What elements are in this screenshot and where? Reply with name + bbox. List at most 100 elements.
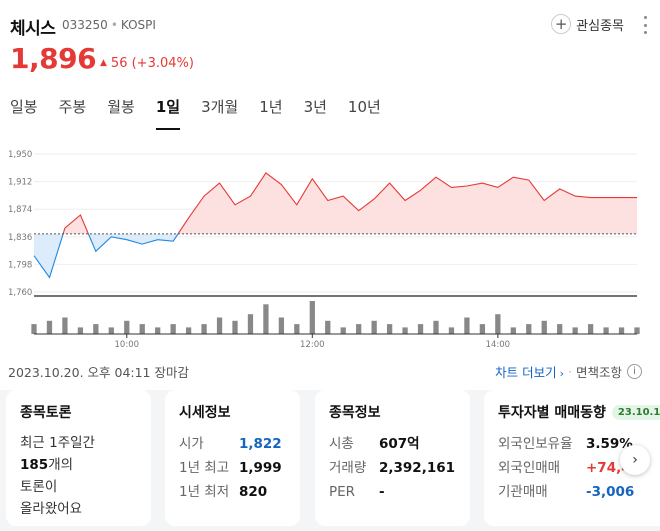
price-line-up bbox=[177, 172, 637, 235]
investor-row-holding: 외국인보유율 3.59% bbox=[498, 432, 646, 456]
info-cards: 종목토론 최근 1주일간 185개의 토론이 올라왔어요 시세정보 시가 1,82… bbox=[0, 390, 660, 531]
volume-bar bbox=[402, 327, 408, 334]
volume-bar bbox=[603, 327, 609, 334]
volume-bar bbox=[371, 320, 377, 334]
volume-bar bbox=[46, 320, 53, 334]
investor-key: 기관매매 bbox=[498, 484, 548, 500]
volume-bar bbox=[386, 324, 393, 334]
volume-bar bbox=[247, 314, 254, 334]
volume-bar bbox=[278, 317, 285, 334]
discussion-line2: 185개의 bbox=[20, 454, 137, 476]
price-line-down bbox=[33, 233, 64, 279]
volume-bar bbox=[31, 324, 37, 334]
y-tick-label: 1,874 bbox=[8, 205, 32, 215]
volume-bar bbox=[557, 324, 563, 334]
stock-info-card[interactable]: 종목정보 시총 607억 거래량 2,392,161 PER - bbox=[315, 390, 470, 526]
area-fill-down bbox=[88, 233, 178, 252]
volume-bar bbox=[572, 327, 578, 334]
quote-row-low: 1년 최저 820 bbox=[179, 480, 286, 504]
x-tick-label: 10:00 bbox=[115, 340, 140, 350]
volume-bar bbox=[201, 324, 207, 334]
discussion-card[interactable]: 종목토론 최근 1주일간 185개의 토론이 올라왔어요 bbox=[6, 390, 151, 526]
investor-value: -3,006 bbox=[586, 484, 635, 500]
price-line-up bbox=[62, 214, 89, 235]
favorite-button[interactable]: + 관심종목 bbox=[551, 14, 624, 34]
x-tick-label: 12:00 bbox=[300, 340, 325, 350]
volume-bar bbox=[170, 324, 176, 334]
volume-bar bbox=[124, 320, 130, 334]
volume-bar bbox=[263, 304, 269, 334]
volume-bar bbox=[185, 327, 192, 334]
investor-value: +74,4 bbox=[586, 460, 631, 476]
info-row-cap: 시총 607억 bbox=[329, 432, 456, 456]
disclaimer-link[interactable]: 면책조항 bbox=[575, 365, 622, 380]
quote-key: 시가 bbox=[179, 436, 204, 452]
intraday-chart[interactable]: 1,950 1,912 1,874 1,836 1,798 1,760 10:00 12:00… bbox=[0, 140, 660, 355]
tab-3month[interactable]: 3개월 bbox=[201, 98, 239, 116]
volume-bar bbox=[139, 324, 145, 334]
y-tick-label: 1,798 bbox=[8, 260, 32, 270]
quote-row-high: 1년 최고 1,999 bbox=[179, 456, 286, 480]
chevron-right-icon: › bbox=[632, 452, 638, 468]
volume-bar bbox=[510, 327, 516, 334]
tab-1year[interactable]: 1년 bbox=[259, 98, 283, 116]
quote-value: 1,999 bbox=[239, 460, 282, 476]
stock-market: KOSPI bbox=[120, 18, 156, 32]
tab-monthly[interactable]: 월봉 bbox=[107, 98, 135, 116]
volume-bar bbox=[294, 324, 300, 334]
volume-bar bbox=[356, 324, 362, 334]
quote-key: 1년 최고 bbox=[179, 460, 230, 476]
volume-bar bbox=[232, 320, 238, 334]
stock-name[interactable]: 체시스 bbox=[10, 19, 56, 39]
volume-bar bbox=[448, 327, 455, 334]
discussion-line3: 토론이 bbox=[20, 479, 58, 495]
tab-10year[interactable]: 10년 bbox=[347, 98, 381, 116]
market-timestamp: 2023.10.20. 오후 04:11 장마감 bbox=[8, 365, 189, 380]
favorite-label: 관심종목 bbox=[576, 18, 624, 34]
tab-3year[interactable]: 3년 bbox=[303, 98, 327, 116]
y-tick-label: 1,912 bbox=[8, 178, 32, 188]
stock-header: 체시스 033250 • KOSPI + 관심종목 bbox=[10, 12, 650, 39]
tab-1day[interactable]: 1일 bbox=[155, 96, 181, 132]
current-price: 1,896 bbox=[10, 42, 97, 75]
plus-icon: + bbox=[551, 14, 572, 34]
y-tick-label: 1,760 bbox=[8, 288, 32, 298]
tab-weekly[interactable]: 주봉 bbox=[58, 98, 87, 116]
volume-bar bbox=[479, 324, 486, 334]
chart-more-label: 차트 더보기 bbox=[495, 365, 557, 380]
investor-row-foreign: 외국인매매 +74,4 bbox=[498, 456, 646, 480]
footer-links: 차트 더보기 › · 면책조항 i bbox=[495, 362, 642, 381]
change-percent: (+3.04%) bbox=[131, 56, 194, 71]
info-key: PER bbox=[329, 484, 356, 500]
tab-daily[interactable]: 일봉 bbox=[10, 98, 38, 116]
info-key: 시총 bbox=[329, 436, 354, 452]
stock-code: 033250 bbox=[62, 18, 108, 32]
up-triangle-icon: ▲ bbox=[100, 58, 107, 68]
volume-bar bbox=[587, 324, 594, 334]
volume-bar bbox=[634, 327, 640, 334]
volume-bar bbox=[618, 327, 625, 334]
volume-bar bbox=[309, 301, 315, 334]
discussion-line4: 올라왔어요 bbox=[20, 501, 83, 517]
link-separator: · bbox=[568, 364, 572, 379]
volume-bar bbox=[216, 317, 223, 334]
volume-bar bbox=[433, 320, 439, 334]
quote-card[interactable]: 시세정보 시가 1,822 1년 최고 1,999 1년 최저 820 bbox=[165, 390, 300, 526]
change-amount: 56 bbox=[110, 56, 128, 71]
volume-bar bbox=[340, 327, 346, 334]
x-tick-label: 14:00 bbox=[486, 340, 511, 350]
discussion-title: 종목토론 bbox=[20, 405, 72, 421]
chart-more-link[interactable]: 차트 더보기 › bbox=[495, 362, 564, 381]
volume-bar bbox=[526, 324, 532, 334]
discussion-line1: 최근 1주일간 bbox=[20, 435, 95, 451]
investor-date-badge: 23.10.19 bbox=[611, 405, 660, 420]
discussion-count-suffix: 개의 bbox=[48, 457, 74, 473]
price-change: ▲ 56 (+3.04%) bbox=[100, 56, 194, 71]
next-card-button[interactable]: › bbox=[620, 445, 650, 475]
more-vertical-icon[interactable] bbox=[640, 16, 650, 34]
discussion-count: 185 bbox=[20, 457, 49, 473]
volume-bar bbox=[495, 314, 501, 334]
info-icon[interactable]: i bbox=[627, 364, 642, 379]
quote-value: 820 bbox=[239, 484, 268, 500]
quote-title: 시세정보 bbox=[179, 405, 231, 421]
